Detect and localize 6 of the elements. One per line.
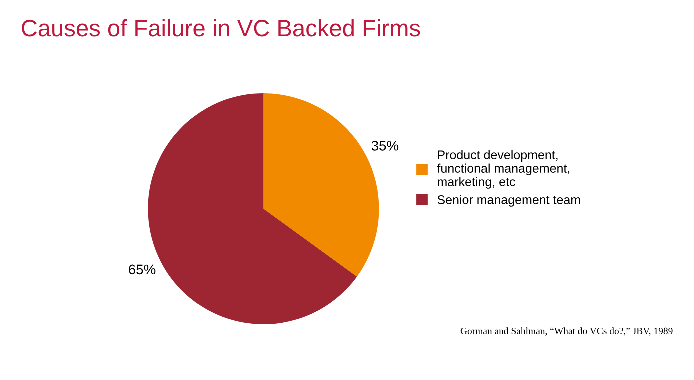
legend-label: Senior management team — [438, 195, 580, 207]
data-label: 65% — [129, 264, 156, 275]
chart-title: Causes of Failure in VC Backed Firms — [22, 19, 420, 37]
data-label: 35% — [372, 141, 399, 151]
text: Gorman and Sahlman, “What do VCs do?,” JBV, 1989 — [460, 328, 673, 336]
legend-label: Product development, functional management, marketing, etc — [437, 150, 570, 189]
